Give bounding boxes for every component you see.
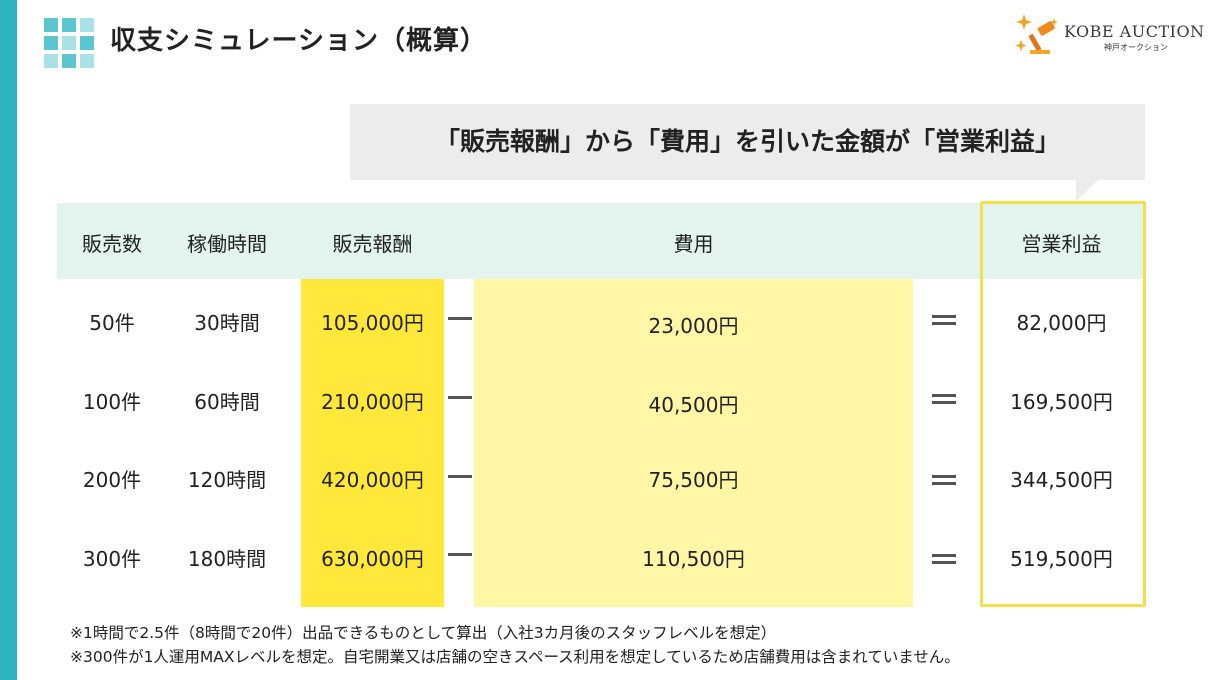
table-row-1-cost: 23,000円 (648, 314, 739, 338)
minus-sign (448, 475, 472, 478)
table-row-1-profit: 82,000円 (1016, 311, 1107, 335)
header-operating-profit: 営業利益 (1021, 232, 1102, 256)
header-sales-count: 販売数 (82, 232, 142, 256)
callout-tail (1076, 180, 1098, 202)
table-row-1-reward: 105,000円 (321, 311, 424, 335)
profit-column-frame (980, 201, 1146, 607)
logo-text: KOBE AUCTION (1064, 22, 1205, 41)
header-working-hours: 稼働時間 (187, 232, 267, 256)
left-accent-bar (0, 0, 17, 680)
table-row-4-profit: 519,500円 (1010, 547, 1113, 571)
footnote-1: ※1時間で2.5件（8時間で20件）出品できるものとして算出（入社3カ月後のスタ… (70, 624, 777, 642)
table-row-3-hours: 120時間 (187, 468, 267, 492)
equals-sign (932, 394, 956, 404)
header-sales-reward: 販売報酬 (332, 232, 413, 256)
table-row-4-reward: 630,000円 (321, 547, 424, 571)
grid-logo-icon (44, 18, 94, 68)
table-row-2-reward: 210,000円 (321, 390, 424, 414)
equals-sign (932, 554, 956, 564)
equals-sign (932, 475, 956, 485)
table-row-3-cost: 75,500円 (648, 468, 739, 492)
callout-box (350, 104, 1145, 180)
table-row-3-profit: 344,500円 (1010, 468, 1113, 492)
table-row-2-count: 100件 (82, 390, 142, 414)
equals-sign (932, 315, 956, 325)
footnote-2: ※300件が1人運用MAXレベルを想定。自宅開業又は店舗の空きスペース利用を想定… (70, 648, 960, 666)
table-row-2-cost: 40,500円 (648, 393, 739, 417)
cost-column-highlight (474, 279, 913, 607)
callout-text: 「販売報酬」から「費用」を引いた金額が「営業利益」 (434, 127, 1060, 156)
header-cost: 費用 (673, 232, 714, 256)
table-row-4-hours: 180時間 (187, 547, 267, 571)
table-row-2-hours: 60時間 (194, 390, 260, 414)
minus-sign (448, 396, 472, 399)
table-header-band (57, 203, 1143, 279)
table-row-3-reward: 420,000円 (321, 468, 424, 492)
page-title: 収支シミュレーション（概算） (110, 26, 487, 56)
minus-sign (448, 317, 472, 320)
gavel-sparkle-icon (1016, 14, 1058, 54)
table-row-1-hours: 30時間 (194, 311, 260, 335)
table-row-1-count: 50件 (89, 311, 135, 335)
kobe-auction-logo: KOBE AUCTION 神戸オークション (1016, 12, 1204, 56)
reward-column-highlight (301, 279, 444, 607)
table-row-4-cost: 110,500円 (642, 547, 745, 571)
minus-sign (448, 553, 472, 556)
table-row-2-profit: 169,500円 (1010, 390, 1113, 414)
table-row-4-count: 300件 (82, 547, 142, 571)
table-row-3-count: 200件 (82, 468, 142, 492)
logo-subtext: 神戸オークション (1104, 43, 1168, 52)
